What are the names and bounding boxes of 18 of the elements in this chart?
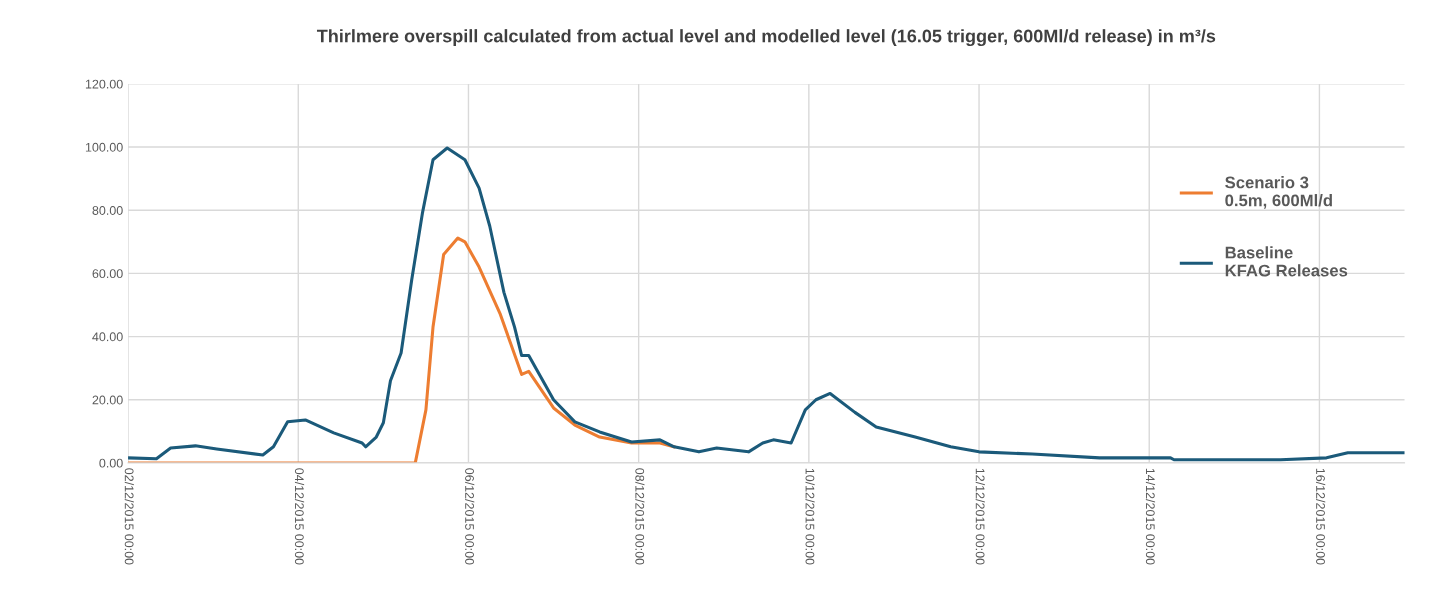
x-tick-label: 06/12/2015 00:00 — [465, 468, 475, 565]
legend-label: Scenario 3 0.5m, 600Ml/d — [1225, 176, 1332, 209]
x-tick-label: 02/12/2015 00:00 — [124, 468, 134, 565]
x-tick-label: 08/12/2015 00:00 — [635, 468, 645, 565]
x-tick-label: 16/12/2015 00:00 — [1316, 468, 1326, 565]
legend-label: Baseline KFAG Releases — [1225, 246, 1348, 277]
y-tick-label: 120.00 — [85, 79, 123, 89]
y-tick-label: 20.00 — [92, 395, 123, 405]
x-tick-label: 12/12/2015 00:00 — [975, 468, 985, 565]
x-tick-label: 04/12/2015 00:00 — [294, 468, 305, 565]
chart-title: Thirlmere overspill calculated from actual level and modelled level (16.05 trigger, 600Ml/d release) in m³/s — [316, 29, 1216, 47]
x-tick-label: 10/12/2015 00:00 — [805, 468, 815, 565]
x-tick-label: 14/12/2015 00:00 — [1145, 468, 1156, 565]
y-tick-label: 0.00 — [99, 458, 123, 468]
y-tick-label: 100.00 — [85, 142, 123, 152]
y-tick-label: 60.00 — [92, 269, 123, 279]
y-tick-label: 80.00 — [92, 206, 123, 215]
y-tick-label: 40.00 — [92, 332, 123, 342]
